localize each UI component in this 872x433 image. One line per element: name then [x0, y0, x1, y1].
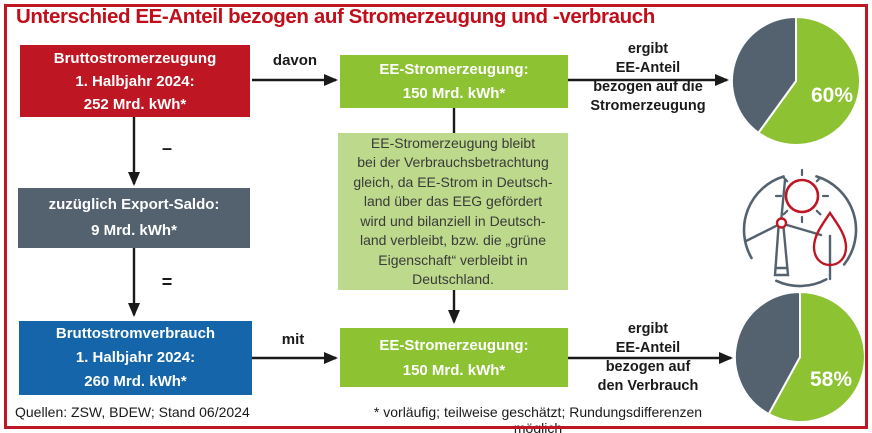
pie-slice-rest-generation [731, 16, 797, 134]
result-consumption-line: ergibt [627, 321, 669, 337]
export-saldo-box: zuzüglich Export-Saldo: 9 Mrd. kWh* [18, 188, 250, 248]
ee-generation-line: 150 Mrd. kWh* [402, 361, 506, 379]
wind-turbine-icon [744, 178, 823, 277]
leaf-icon [812, 210, 848, 281]
result-generation-line: bezogen auf die [593, 79, 703, 95]
ee-generation-line: EE-Stromerzeugung: [379, 60, 529, 78]
pie-slice-rest-consumption [734, 291, 801, 415]
footnote-text: * vorläufig; teilweise geschätzt; Rundun… [373, 404, 703, 433]
explanation-line: bei der Verbrauchsbetrachtung [357, 154, 549, 170]
equals-operator-label: = [161, 272, 173, 292]
gross-consumption-box: Bruttostromverbrauch 1. Halbjahr 2024: 2… [19, 321, 252, 395]
result-generation-line: EE-Anteil [615, 60, 681, 76]
pie-chart-generation: 60% [731, 16, 861, 146]
page-title: Unterschied EE-Anteil bezogen auf Strome… [16, 5, 655, 28]
result-generation-text: ergibt EE-Anteil bezogen auf die Stromer… [575, 40, 721, 116]
explanation-line: land verbleibt, bzw. die „grüne [360, 232, 546, 248]
pie-chart-consumption: 58% [734, 291, 866, 423]
result-consumption-line: den Verbrauch [597, 378, 699, 394]
result-generation-line: Stromerzeugung [590, 98, 706, 114]
pie-slice-ee-consumption [767, 291, 866, 423]
renewables-icon [742, 168, 858, 288]
gross-generation-line: 252 Mrd. kWh* [83, 95, 187, 113]
ee-generation-line: EE-Stromerzeugung: [379, 336, 529, 354]
explanation-box: EE-Stromerzeugung bleibt bei der Verbrau… [338, 133, 568, 290]
explanation-line: Eigenschaft“ verbleibt in [378, 251, 528, 268]
ee-generation-box-bottom: EE-Stromerzeugung: 150 Mrd. kWh* [340, 328, 568, 387]
davon-label: davon [272, 52, 318, 69]
pie-label-consumption: 58% [810, 368, 852, 391]
export-saldo-line: 9 Mrd. kWh* [91, 222, 177, 239]
gross-generation-line: 1. Halbjahr 2024: [75, 72, 195, 90]
explanation-line: EE-Stromerzeugung bleibt [370, 134, 536, 151]
mit-label: mit [281, 331, 305, 348]
sources-text: Quellen: ZSW, BDEW; Stand 06/2024 [15, 404, 250, 420]
gross-consumption-line: 260 Mrd. kWh* [84, 373, 187, 390]
cycle-arc-icon [742, 175, 858, 288]
gross-generation-line: Bruttostromerzeugung [53, 49, 217, 67]
explanation-line: Deutschland. [412, 271, 494, 287]
result-consumption-text: ergibt EE-Anteil bezogen auf den Verbrau… [575, 320, 721, 396]
pie-slice-ee-generation [757, 16, 861, 146]
minus-operator-label: – [161, 138, 172, 158]
gross-consumption-line: Bruttostromverbrauch [55, 325, 216, 342]
ee-generation-box-top: EE-Stromerzeugung: 150 Mrd. kWh* [340, 55, 568, 108]
explanation-line: wird und bilanziell in Deutsch- [360, 212, 546, 229]
ee-generation-line: 150 Mrd. kWh* [402, 84, 506, 102]
sun-icon [774, 168, 830, 224]
result-consumption-line: EE-Anteil [615, 340, 681, 356]
export-saldo-line: zuzüglich Export-Saldo: [48, 196, 220, 213]
result-consumption-line: bezogen auf [605, 359, 691, 375]
result-generation-line: ergibt [627, 41, 669, 57]
pie-label-generation: 60% [811, 84, 853, 107]
gross-consumption-line: 1. Halbjahr 2024: [75, 349, 196, 366]
explanation-line: land über das EEG gefördert [363, 193, 543, 209]
gross-generation-box: Bruttostromerzeugung 1. Halbjahr 2024: 2… [20, 45, 250, 117]
explanation-line: gleich, da EE-Strom in Deutsch- [353, 173, 553, 190]
